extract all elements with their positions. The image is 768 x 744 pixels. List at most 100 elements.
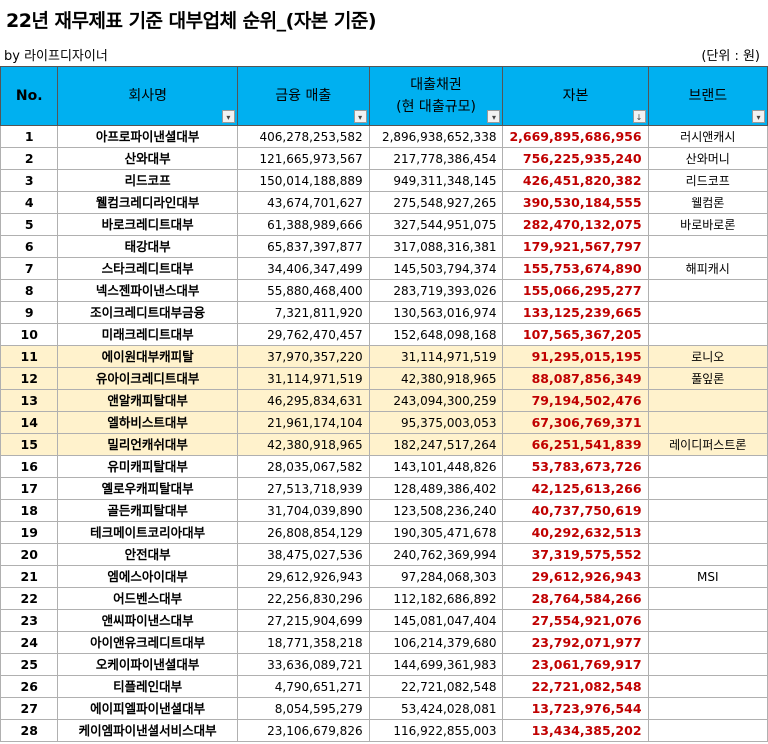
cell-capital[interactable]: 282,470,132,075 [502, 213, 649, 236]
cell-company[interactable]: 오케이파이낸셜대부 [57, 653, 238, 676]
cell-capital[interactable]: 27,554,921,076 [502, 609, 649, 632]
column-header-brand[interactable]: 브랜드 ▾ [647, 66, 768, 126]
cell-capital[interactable]: 426,451,820,382 [502, 169, 649, 192]
cell-company[interactable]: 엘하비스트대부 [57, 411, 238, 434]
cell-company[interactable]: 미래크레디트대부 [57, 323, 238, 346]
cell-loans[interactable]: 283,719,393,026 [368, 279, 504, 302]
cell-loans[interactable]: 116,922,855,003 [368, 719, 504, 742]
cell-brand[interactable]: 해피캐시 [647, 257, 768, 280]
cell-no[interactable]: 22 [0, 587, 59, 610]
cell-capital[interactable]: 13,434,385,202 [502, 719, 649, 742]
cell-sales[interactable]: 7,321,811,920 [236, 301, 370, 324]
cell-brand[interactable] [647, 543, 768, 566]
cell-sales[interactable]: 37,970,357,220 [236, 345, 370, 368]
cell-no[interactable]: 18 [0, 499, 59, 522]
cell-no[interactable]: 27 [0, 697, 59, 720]
cell-capital[interactable]: 91,295,015,195 [502, 345, 649, 368]
cell-brand[interactable] [647, 455, 768, 478]
cell-brand[interactable]: MSI [647, 565, 768, 588]
cell-loans[interactable]: 190,305,471,678 [368, 521, 504, 544]
cell-no[interactable]: 21 [0, 565, 59, 588]
cell-sales[interactable]: 22,256,830,296 [236, 587, 370, 610]
cell-sales[interactable]: 28,035,067,582 [236, 455, 370, 478]
cell-capital[interactable]: 40,737,750,619 [502, 499, 649, 522]
cell-sales[interactable]: 65,837,397,877 [236, 235, 370, 258]
cell-sales[interactable]: 55,880,468,400 [236, 279, 370, 302]
cell-company[interactable]: 바로크레디트대부 [57, 213, 238, 236]
cell-capital[interactable]: 390,530,184,555 [502, 191, 649, 214]
cell-capital[interactable]: 53,783,673,726 [502, 455, 649, 478]
sort-descending-icon[interactable]: ↓ [632, 110, 646, 123]
cell-loans[interactable]: 130,563,016,974 [368, 301, 504, 324]
cell-brand[interactable]: 산와머니 [647, 147, 768, 170]
cell-no[interactable]: 3 [0, 169, 59, 192]
cell-sales[interactable]: 33,636,089,721 [236, 653, 370, 676]
filter-dropdown-icon[interactable]: ▾ [221, 110, 235, 123]
cell-company[interactable]: 태강대부 [57, 235, 238, 258]
cell-company[interactable]: 앤씨파이낸스대부 [57, 609, 238, 632]
cell-capital[interactable]: 13,723,976,544 [502, 697, 649, 720]
cell-capital[interactable]: 133,125,239,665 [502, 301, 649, 324]
cell-capital[interactable]: 179,921,567,797 [502, 235, 649, 258]
cell-company[interactable]: 넥스젠파이낸스대부 [57, 279, 238, 302]
cell-no[interactable]: 23 [0, 609, 59, 632]
cell-company[interactable]: 골든캐피탈대부 [57, 499, 238, 522]
cell-capital[interactable]: 79,194,502,476 [502, 389, 649, 412]
cell-capital[interactable]: 23,061,769,917 [502, 653, 649, 676]
cell-company[interactable]: 리드코프 [57, 169, 238, 192]
cell-sales[interactable]: 26,808,854,129 [236, 521, 370, 544]
cell-loans[interactable]: 152,648,098,168 [368, 323, 504, 346]
cell-no[interactable]: 2 [0, 147, 59, 170]
cell-loans[interactable]: 106,214,379,680 [368, 631, 504, 654]
cell-loans[interactable]: 145,503,794,374 [368, 257, 504, 280]
cell-sales[interactable]: 42,380,918,965 [236, 433, 370, 456]
cell-sales[interactable]: 8,054,595,279 [236, 697, 370, 720]
cell-loans[interactable]: 217,778,386,454 [368, 147, 504, 170]
cell-company[interactable]: 밀리언캐쉬대부 [57, 433, 238, 456]
cell-loans[interactable]: 240,762,369,994 [368, 543, 504, 566]
filter-dropdown-icon[interactable]: ▾ [353, 110, 367, 123]
cell-loans[interactable]: 123,508,236,240 [368, 499, 504, 522]
cell-capital[interactable]: 29,612,926,943 [502, 565, 649, 588]
cell-capital[interactable]: 155,753,674,890 [502, 257, 649, 280]
cell-loans[interactable]: 95,375,003,053 [368, 411, 504, 434]
cell-company[interactable]: 유아이크레디트대부 [57, 367, 238, 390]
cell-loans[interactable]: 949,311,348,145 [368, 169, 504, 192]
cell-brand[interactable]: 러시앤캐시 [647, 125, 768, 148]
cell-no[interactable]: 1 [0, 125, 59, 148]
cell-loans[interactable]: 42,380,918,965 [368, 367, 504, 390]
cell-capital[interactable]: 66,251,541,839 [502, 433, 649, 456]
cell-no[interactable]: 19 [0, 521, 59, 544]
cell-loans[interactable]: 145,081,047,404 [368, 609, 504, 632]
cell-loans[interactable]: 22,721,082,548 [368, 675, 504, 698]
cell-loans[interactable]: 182,247,517,264 [368, 433, 504, 456]
cell-loans[interactable]: 128,489,386,402 [368, 477, 504, 500]
cell-brand[interactable] [647, 719, 768, 742]
cell-sales[interactable]: 29,762,470,457 [236, 323, 370, 346]
cell-company[interactable]: 케이엠파이낸셜서비스대부 [57, 719, 238, 742]
filter-dropdown-icon[interactable]: ▾ [487, 110, 501, 123]
cell-no[interactable]: 16 [0, 455, 59, 478]
cell-company[interactable]: 에이원대부캐피탈 [57, 345, 238, 368]
cell-no[interactable]: 24 [0, 631, 59, 654]
cell-brand[interactable] [647, 653, 768, 676]
cell-no[interactable]: 4 [0, 191, 59, 214]
cell-no[interactable]: 6 [0, 235, 59, 258]
cell-capital[interactable]: 67,306,769,371 [502, 411, 649, 434]
cell-loans[interactable]: 243,094,300,259 [368, 389, 504, 412]
cell-sales[interactable]: 46,295,834,631 [236, 389, 370, 412]
cell-brand[interactable]: 리드코프 [647, 169, 768, 192]
cell-capital[interactable]: 756,225,935,240 [502, 147, 649, 170]
cell-sales[interactable]: 43,674,701,627 [236, 191, 370, 214]
cell-brand[interactable]: 풀잎론 [647, 367, 768, 390]
cell-brand[interactable] [647, 631, 768, 654]
cell-capital[interactable]: 37,319,575,552 [502, 543, 649, 566]
cell-loans[interactable]: 143,101,448,826 [368, 455, 504, 478]
cell-sales[interactable]: 406,278,253,582 [236, 125, 370, 148]
cell-capital[interactable]: 2,669,895,686,956 [502, 125, 649, 148]
cell-brand[interactable] [647, 587, 768, 610]
cell-capital[interactable]: 23,792,071,977 [502, 631, 649, 654]
cell-brand[interactable] [647, 323, 768, 346]
filter-dropdown-icon[interactable]: ▾ [752, 110, 765, 123]
cell-no[interactable]: 7 [0, 257, 59, 280]
